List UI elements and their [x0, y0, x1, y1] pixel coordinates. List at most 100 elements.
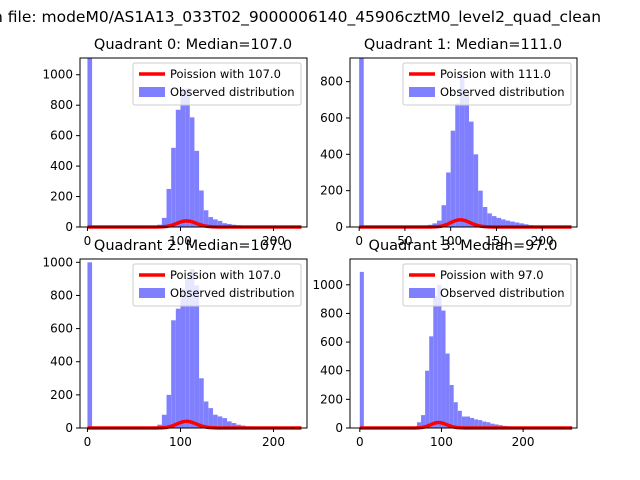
quadrant-2-bar-6 — [175, 308, 181, 428]
quadrant-2-xtick-label-200: 200 — [262, 435, 285, 449]
quadrant-1-bar-14 — [478, 190, 483, 227]
quadrant-1-bar-18 — [496, 217, 502, 227]
quadrant-1-bars — [359, 58, 547, 227]
quadrant-1-bar-11 — [464, 92, 469, 227]
quadrant-2-legend-poisson-label: Poission with 107.0 — [170, 268, 281, 282]
quadrant-2-bar-3 — [161, 414, 167, 428]
quadrant-1-legend-observed-label: Observed distribution — [440, 85, 565, 99]
quadrant-2-legend-box — [132, 263, 302, 307]
quadrant-1-xtick-label-200: 200 — [531, 234, 554, 248]
quadrant-0-legend-poisson-label: Poission with 107.0 — [170, 67, 281, 81]
quadrant-2-bar-10 — [194, 285, 200, 428]
quadrant-0-legend-bar-swatch — [139, 87, 165, 97]
quadrant-1-ytick-label-400: 400 — [320, 147, 343, 161]
quadrant-3-bar-9 — [441, 310, 446, 428]
quadrant-1-bar-8 — [450, 130, 456, 227]
quadrant-3-legend-bar-swatch — [409, 288, 435, 298]
quadrant-0-axes-frame — [79, 57, 308, 228]
quadrant-1-bar-6 — [441, 205, 447, 227]
quadrant-1-title: Quadrant 1: Median=111.0 — [364, 37, 562, 53]
quadrant-3-bar-0 — [359, 271, 364, 428]
quadrant-2-bar-18 — [231, 423, 237, 428]
quadrant-1-bar-21 — [510, 221, 515, 227]
quadrant-2-ytick-label-0: 0 — [65, 421, 73, 435]
quadrant-0-ytick-label-200: 200 — [50, 190, 73, 204]
quadrant-2-ytick-label-200: 200 — [50, 388, 73, 402]
quadrant-3-bar-19 — [482, 421, 487, 428]
quadrant-1-legend-bar-swatch — [409, 87, 435, 97]
quadrant-2-ytick-label-1000: 1000 — [42, 255, 73, 269]
quadrant-3-bar-8 — [437, 284, 442, 428]
quadrant-1-xtick-label-0: 0 — [355, 234, 363, 248]
quadrant-1-ticks: 0 50 100 150 200 0 200 400 600 800 — [320, 75, 554, 248]
quadrant-0-bar-15 — [217, 220, 223, 227]
quadrant-0-ytick-label-400: 400 — [50, 159, 73, 173]
quadrant-1-bar-22 — [514, 222, 520, 227]
quadrant-1-legend-poisson-label: Poission with 111.0 — [440, 67, 551, 81]
quadrant-3-xtick-label-0: 0 — [356, 435, 364, 449]
quadrant-1-legend-box — [402, 62, 572, 106]
quadrant-1-ytick-label-800: 800 — [320, 75, 343, 89]
quadrant-2-ytick-label-400: 400 — [50, 355, 73, 369]
quadrant-3-bar-12 — [453, 402, 458, 428]
quadrant-3-bar-15 — [465, 416, 471, 428]
quadrant-2-legend: Poission with 107.0 Observed distributio… — [132, 263, 302, 307]
quadrant-2-bar-11 — [199, 378, 204, 428]
quadrant-1-bar-12 — [468, 121, 474, 227]
quadrant-2-bar-16 — [222, 418, 227, 428]
quadrant-2-legend-bar-swatch — [139, 288, 165, 298]
quadrant-3-bar-20 — [486, 422, 491, 428]
quadrant-2-bars — [87, 262, 269, 428]
quadrant-3-ytick-label-1000: 1000 — [312, 278, 343, 292]
quadrant-2-bar-14 — [213, 414, 218, 428]
quadrant-2-title: Quadrant 2: Median=107.0 — [94, 238, 292, 254]
quadrant-2-bar-9 — [189, 268, 195, 428]
quadrant-0-bar-16 — [222, 223, 227, 227]
quadrant-0-bar-8 — [185, 88, 190, 227]
quadrant-0-bar-4 — [166, 188, 172, 227]
quadrant-3-xtick-label-200: 200 — [512, 435, 535, 449]
quadrant-0-bar-5 — [171, 147, 176, 227]
quadrant-0-bar-7 — [180, 89, 186, 227]
quadrant-3-ytick-label-600: 600 — [320, 335, 343, 349]
quadrant-1-bar-13 — [473, 154, 479, 227]
quadrant-1-bar-9 — [455, 103, 460, 227]
quadrant-0-legend-box — [132, 62, 302, 106]
quadrant-3-title: Quadrant 3: Median=97.0 — [369, 238, 558, 254]
quadrant-0-bar-3 — [161, 217, 167, 227]
quadrant-3-bar-14 — [461, 416, 466, 428]
quadrant-2-bar-5 — [171, 320, 176, 428]
quadrant-0-xtick-label-200: 200 — [262, 234, 285, 248]
quadrant-0-bar-11 — [199, 190, 204, 227]
quadrant-1-ytick-label-0: 0 — [335, 220, 343, 234]
quadrant-2-panel: 0 100 200 0 200 400 600 800 1000 Quadrant 2: Med… — [42, 238, 308, 449]
quadrant-3-bar-3 — [416, 422, 422, 428]
quadrant-3-panel: 0 100 200 0 200 400 600 800 1000 Quadrant 3: Med… — [312, 238, 578, 449]
quadrant-0-ytick-label-1000: 1000 — [42, 68, 73, 82]
quadrant-2-bar-17 — [226, 421, 232, 428]
quadrant-3-bar-6 — [429, 336, 434, 428]
quadrant-3-legend-observed-label: Observed distribution — [440, 286, 565, 300]
quadrant-1-bar-23 — [519, 223, 524, 227]
quadrant-2-xtick-label-0: 0 — [84, 435, 92, 449]
quadrant-3-bar-21 — [490, 423, 495, 428]
quadrant-0-bar-0 — [87, 58, 93, 227]
quadrant-2-legend-observed-label: Observed distribution — [170, 286, 295, 300]
quadrant-3-ticks: 0 100 200 0 200 400 600 800 1000 — [312, 278, 534, 449]
quadrant-3-bar-22 — [494, 424, 499, 428]
quadrant-0-bar-13 — [208, 217, 214, 227]
quadrant-2-ytick-label-600: 600 — [50, 322, 73, 336]
quadrant-0-panel: 0 100 200 0 200 400 600 800 1000 Quadrant 0: Med… — [42, 37, 308, 248]
quadrant-3-bar-4 — [421, 415, 426, 428]
quadrant-0-ytick-label-800: 800 — [50, 98, 73, 112]
quadrant-0-legend: Poission with 107.0 Observed distributio… — [132, 62, 302, 106]
quadrant-3-ytick-label-800: 800 — [320, 306, 343, 320]
quadrant-3-xtick-label-100: 100 — [430, 435, 453, 449]
quadrant-0-ticks: 0 100 200 0 200 400 600 800 1000 — [42, 68, 285, 248]
quadrant-2-ticks: 0 100 200 0 200 400 600 800 1000 — [42, 255, 285, 449]
quadrant-2-bar-15 — [217, 416, 223, 428]
quadrant-2-bar-0 — [87, 262, 93, 428]
quadrant-0-bar-9 — [189, 117, 195, 227]
quadrant-2-bar-4 — [166, 394, 172, 428]
